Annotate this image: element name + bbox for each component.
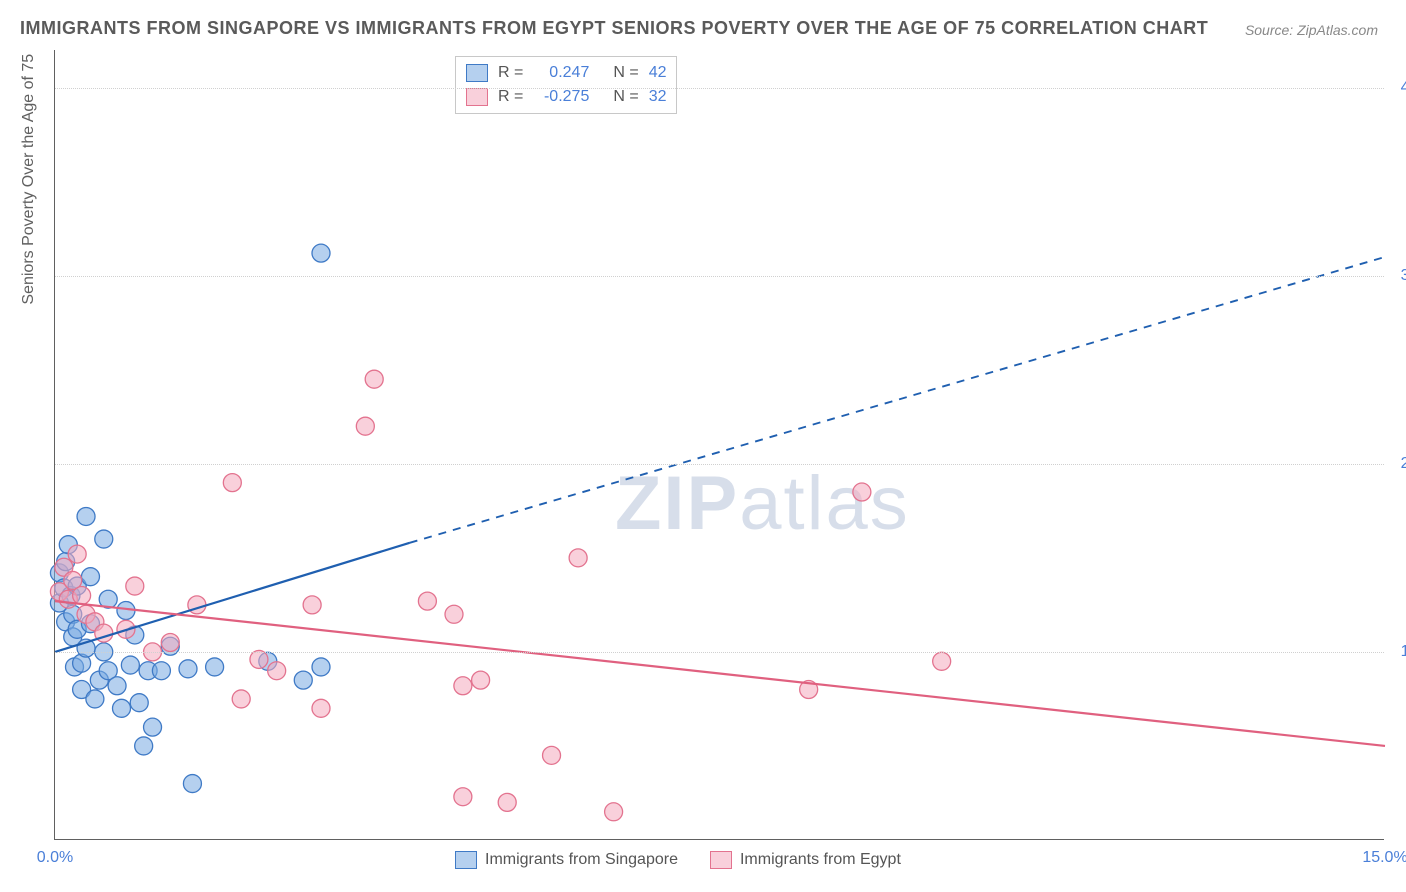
data-point-singapore xyxy=(294,671,312,689)
gridline-h xyxy=(55,652,1384,653)
data-point-egypt xyxy=(303,596,321,614)
data-point-egypt xyxy=(250,650,268,668)
source-attribution: Source: ZipAtlas.com xyxy=(1245,22,1378,38)
stats-row-singapore: R = 0.247 N = 42 xyxy=(466,61,666,85)
data-point-egypt xyxy=(268,662,286,680)
data-point-egypt xyxy=(365,370,383,388)
data-point-egypt xyxy=(312,699,330,717)
y-axis-title: Seniors Poverty Over the Age of 75 xyxy=(20,54,38,305)
correlation-stats-box: R =0.247N =42R =-0.275N =32 xyxy=(455,56,677,114)
data-point-singapore xyxy=(312,244,330,262)
data-point-egypt xyxy=(933,652,951,670)
data-point-singapore xyxy=(108,677,126,695)
y-tick-label: 30.0% xyxy=(1401,267,1406,285)
legend-label: Immigrants from Singapore xyxy=(485,851,678,869)
data-point-egypt xyxy=(161,634,179,652)
gridline-h xyxy=(55,464,1384,465)
y-tick-label: 20.0% xyxy=(1401,455,1406,473)
data-point-singapore xyxy=(95,530,113,548)
data-point-singapore xyxy=(77,507,95,525)
legend-item-egypt: Immigrants from Egypt xyxy=(710,851,901,869)
x-tick-label: 0.0% xyxy=(37,849,73,867)
data-point-singapore xyxy=(144,718,162,736)
data-point-egypt xyxy=(232,690,250,708)
data-point-egypt xyxy=(853,483,871,501)
gridline-h xyxy=(55,276,1384,277)
data-point-singapore xyxy=(86,690,104,708)
data-point-egypt xyxy=(445,605,463,623)
data-point-egypt xyxy=(223,474,241,492)
stats-n-value: 42 xyxy=(649,61,667,85)
data-point-singapore xyxy=(183,775,201,793)
data-point-egypt xyxy=(543,746,561,764)
gridline-h xyxy=(55,88,1384,89)
data-point-egypt xyxy=(73,586,91,604)
data-point-egypt xyxy=(605,803,623,821)
data-point-singapore xyxy=(206,658,224,676)
chart-title: IMMIGRANTS FROM SINGAPORE VS IMMIGRANTS … xyxy=(20,18,1208,39)
stats-swatch-singapore xyxy=(466,64,488,82)
data-point-singapore xyxy=(121,656,139,674)
x-tick-label: 15.0% xyxy=(1362,849,1406,867)
data-point-singapore xyxy=(130,694,148,712)
data-point-egypt xyxy=(569,549,587,567)
data-point-singapore xyxy=(312,658,330,676)
legend-swatch-egypt xyxy=(710,851,732,869)
legend-swatch-singapore xyxy=(455,851,477,869)
data-point-singapore xyxy=(81,568,99,586)
data-point-egypt xyxy=(418,592,436,610)
y-tick-label: 10.0% xyxy=(1401,643,1406,661)
legend: Immigrants from Singapore Immigrants from… xyxy=(455,851,901,869)
data-point-singapore xyxy=(152,662,170,680)
scatter-svg xyxy=(55,50,1384,839)
data-point-egypt xyxy=(454,788,472,806)
data-point-egypt xyxy=(126,577,144,595)
stats-r-label: R = xyxy=(498,61,523,85)
regression-line-singapore-extrapolated xyxy=(410,257,1385,543)
legend-label: Immigrants from Egypt xyxy=(740,851,901,869)
y-tick-label: 40.0% xyxy=(1401,79,1406,97)
data-point-egypt xyxy=(68,545,86,563)
data-point-singapore xyxy=(135,737,153,755)
data-point-egypt xyxy=(472,671,490,689)
chart-plot-area: ZIPatlas R =0.247N =42R =-0.275N =32 Imm… xyxy=(54,50,1384,840)
data-point-egypt xyxy=(454,677,472,695)
data-point-egypt xyxy=(498,793,516,811)
stats-n-label: N = xyxy=(613,61,638,85)
stats-swatch-egypt xyxy=(466,88,488,106)
data-point-singapore xyxy=(113,699,131,717)
data-point-singapore xyxy=(179,660,197,678)
legend-item-singapore: Immigrants from Singapore xyxy=(455,851,678,869)
data-point-egypt xyxy=(356,417,374,435)
regression-line-egypt xyxy=(55,601,1385,746)
stats-r-value: 0.247 xyxy=(533,61,589,85)
